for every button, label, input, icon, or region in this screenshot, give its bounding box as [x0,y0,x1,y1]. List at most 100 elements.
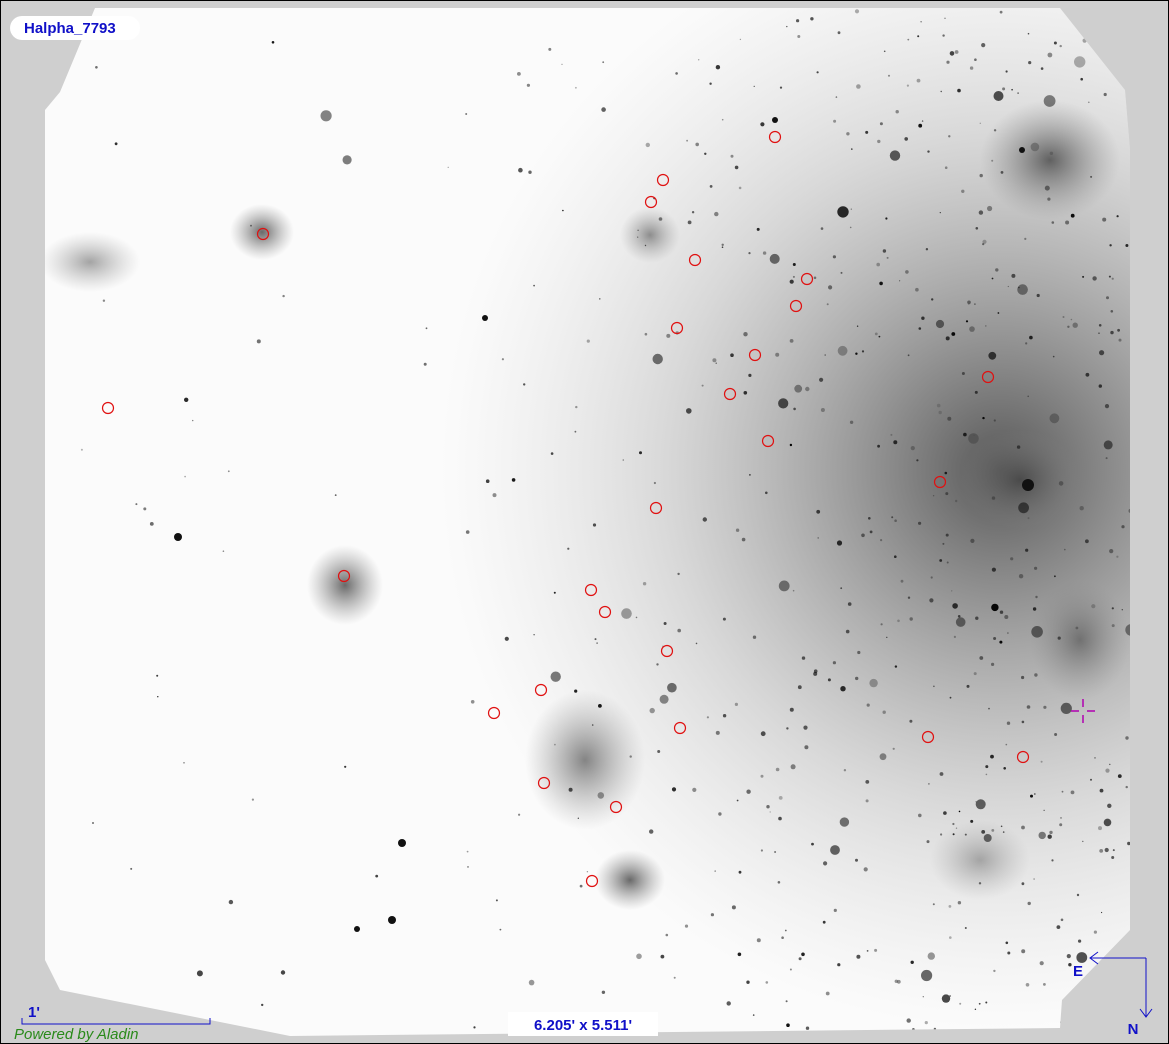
star [921,316,925,320]
star [1043,705,1047,709]
star [1099,849,1104,853]
star [952,833,955,836]
star [816,509,821,514]
star [586,871,589,873]
star [1078,939,1082,943]
star [926,840,930,844]
source-marker [337,569,351,583]
star [466,850,469,853]
star [1116,215,1119,218]
star [837,345,848,356]
star [1110,330,1114,335]
star [879,122,883,126]
star [811,842,814,846]
star [826,303,829,306]
star [183,762,185,764]
star [1076,893,1080,897]
star [1091,604,1096,609]
star [1127,841,1130,846]
star [665,933,669,937]
star [1065,220,1070,225]
star [1016,445,1021,449]
star [942,34,945,37]
source-marker [609,800,623,814]
star [1025,342,1028,345]
star [952,603,958,609]
star [970,538,975,544]
compass-north: N [1128,1021,1139,1038]
star [856,84,861,89]
star [334,494,337,496]
star [827,678,831,682]
star [927,952,935,960]
star [988,707,990,710]
star [149,522,154,526]
star [1031,626,1043,638]
star [991,159,994,162]
star [969,66,974,70]
star [907,596,911,599]
star [492,493,497,498]
source-marker [1016,750,1030,764]
star [721,243,724,246]
star [786,25,788,28]
star [1034,566,1038,570]
star [1104,404,1110,409]
star [888,74,890,77]
star [845,629,850,634]
star [874,948,878,952]
star [974,303,976,305]
star [157,696,159,698]
star [1070,790,1075,795]
star [677,572,680,576]
star [837,31,841,35]
star [342,155,352,165]
star [501,358,504,361]
star [840,686,846,692]
star [597,792,605,799]
star [822,920,826,924]
star [695,642,698,645]
star [993,129,997,132]
star [1006,721,1011,725]
star [738,186,742,190]
star [375,874,379,878]
survey-title[interactable]: Halpha_7793 [24,20,116,37]
source-markers [101,130,1030,888]
star [528,170,532,174]
star [916,459,919,462]
star [1032,607,1037,611]
star [760,122,765,127]
star [789,339,794,343]
star [1111,624,1115,628]
star [794,384,803,393]
star [753,85,755,87]
star [910,446,915,451]
credit[interactable]: Powered by Aladin [14,1026,139,1043]
star [1054,733,1058,736]
star [1112,849,1115,852]
star [931,298,934,301]
star [1025,983,1030,987]
star [388,916,396,924]
star [991,496,996,500]
star [473,1026,476,1029]
source-marker [656,173,670,187]
star [1043,95,1056,107]
star [909,719,913,723]
star [80,448,83,451]
star [1010,557,1014,561]
star [927,150,930,153]
star [877,139,881,144]
star [797,35,801,38]
star [765,981,769,984]
star [1027,517,1030,520]
star [824,354,826,356]
star [880,539,883,542]
source-marker [800,272,814,286]
star [114,142,118,146]
star [748,373,752,377]
star [949,995,951,997]
